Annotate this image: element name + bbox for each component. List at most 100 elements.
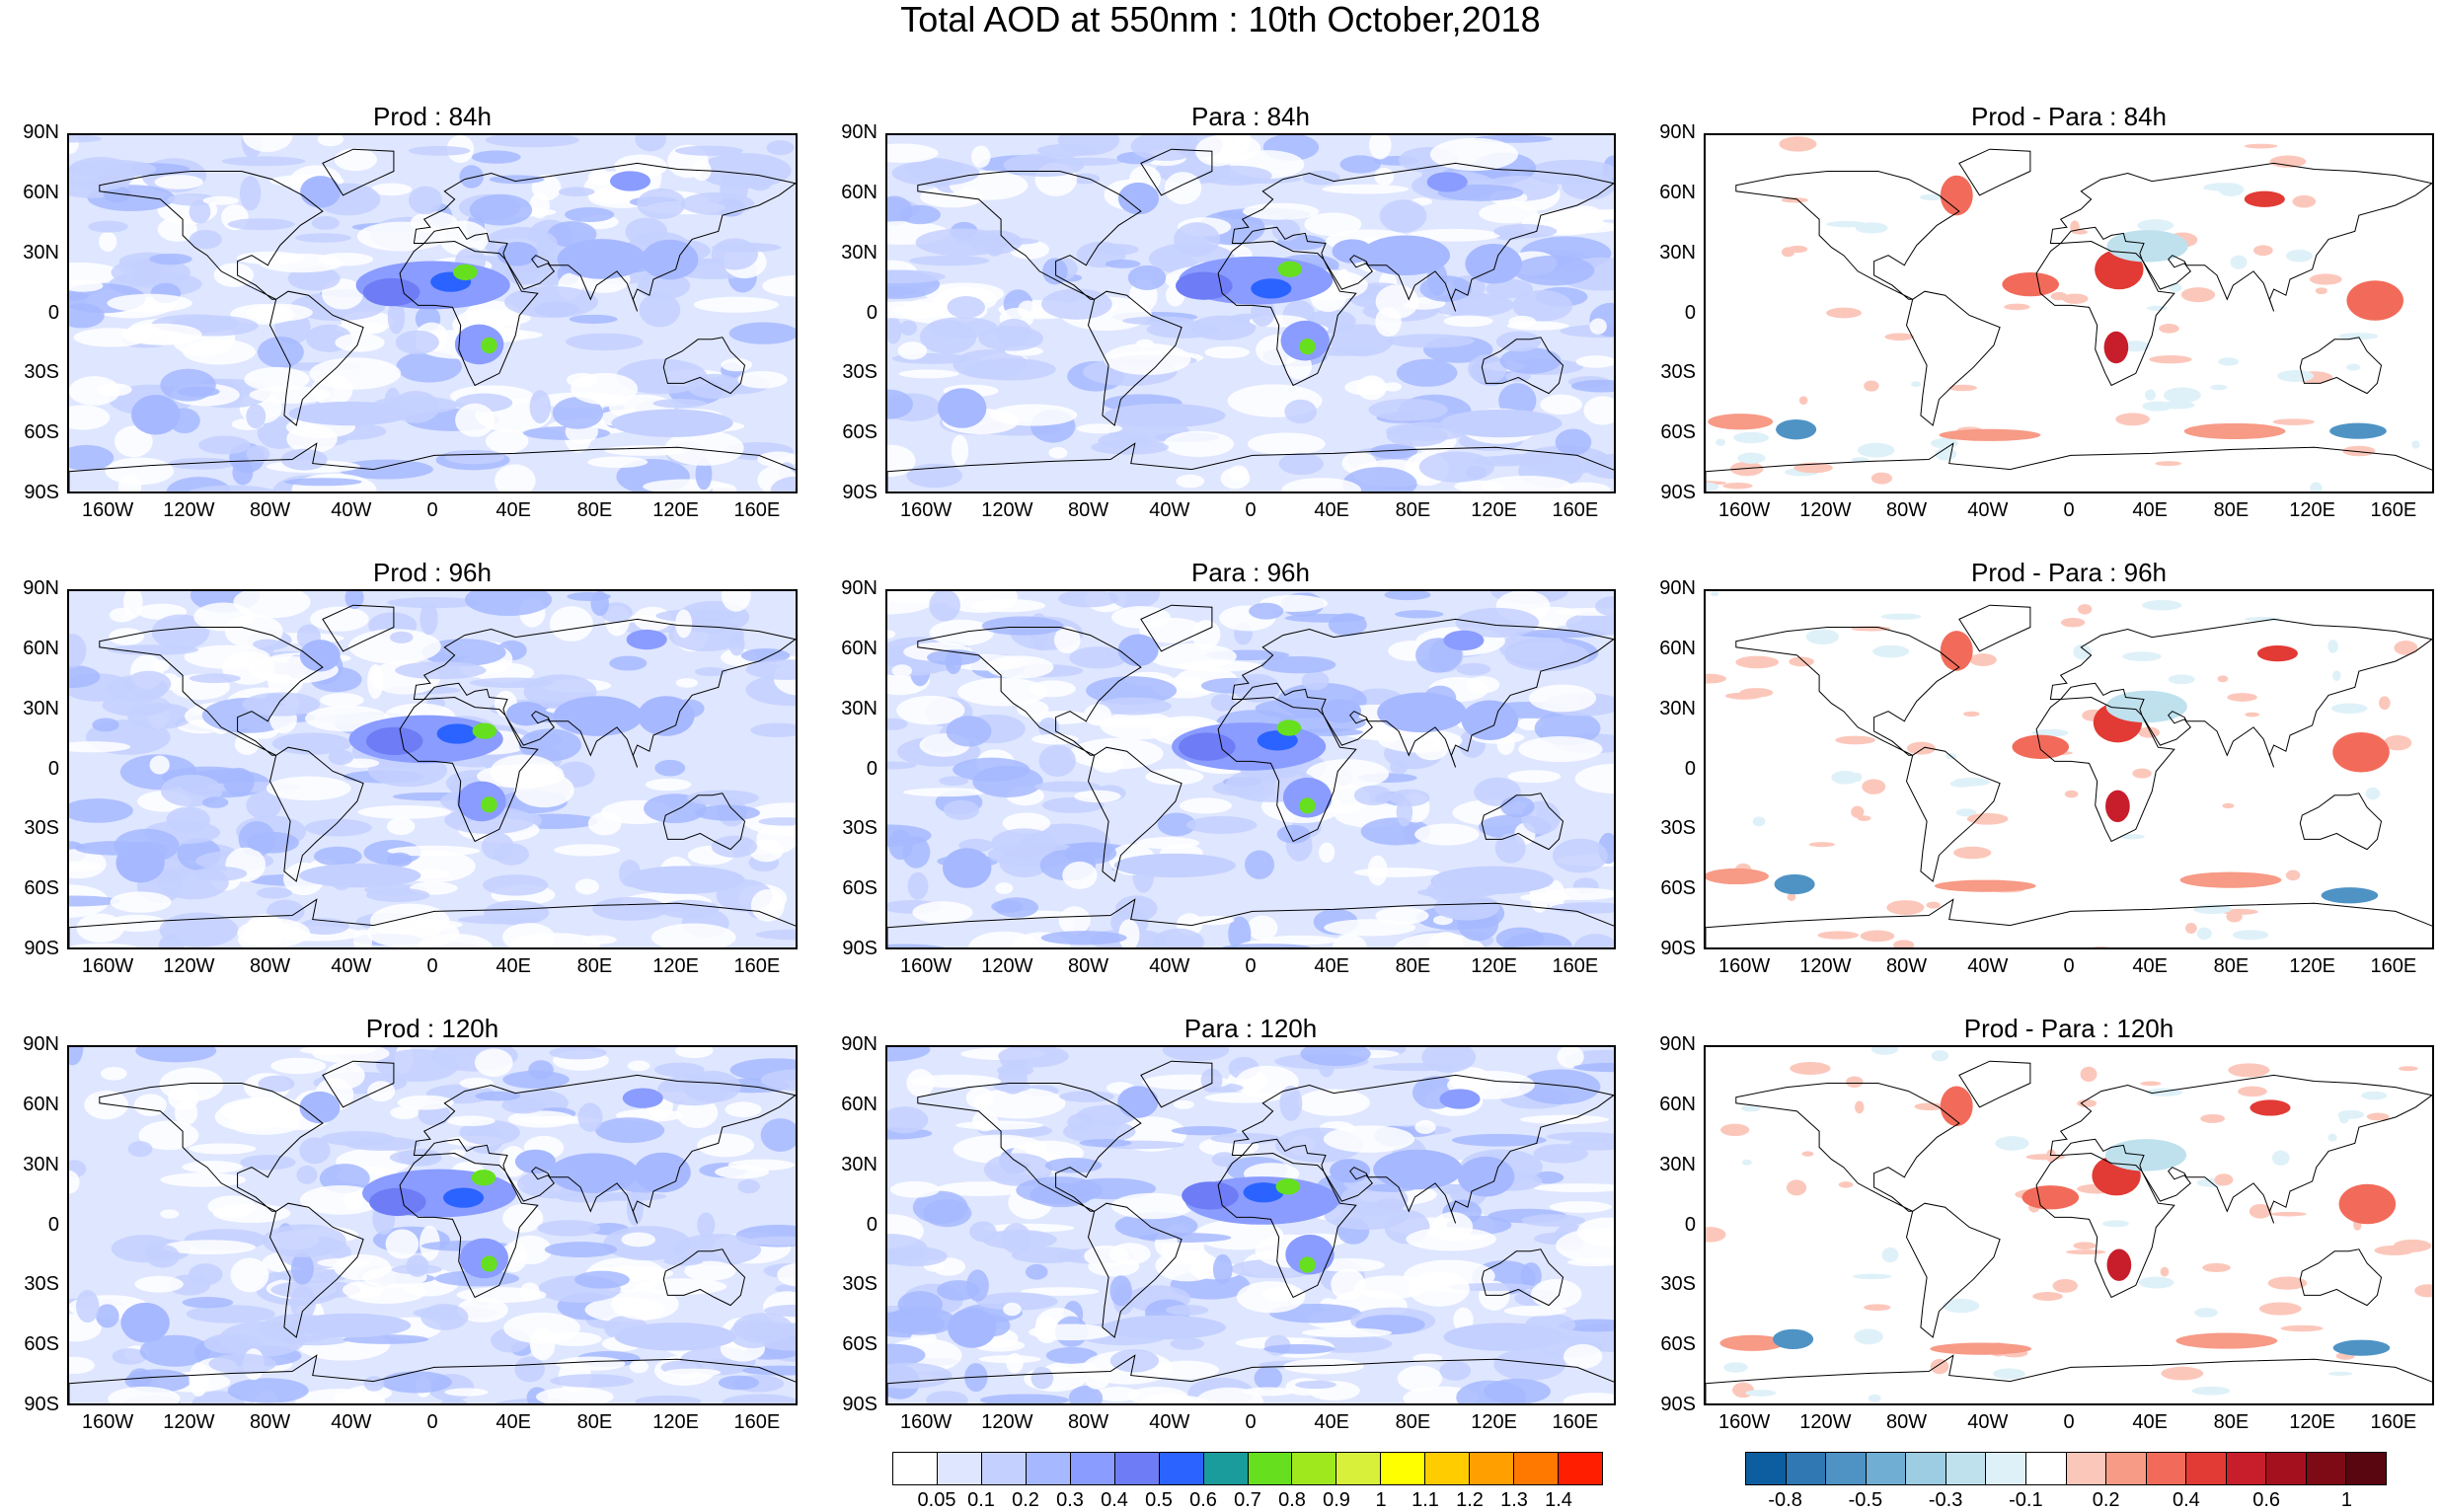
aerosol-plume [1104, 403, 1226, 428]
aod-field-cell [1563, 1393, 1614, 1403]
aod-field-cell [1162, 1047, 1230, 1062]
aod-field-cell [1496, 733, 1515, 755]
difference-field-cell [1872, 644, 1910, 658]
latitude-label: 30N [1659, 1153, 1696, 1175]
aod-field-cell [88, 220, 128, 233]
aod-field-cell [198, 435, 252, 455]
difference-field-cell [2366, 1112, 2390, 1121]
aod-field-cell [1105, 260, 1141, 268]
difference-plume [2106, 1248, 2132, 1281]
coastline [1706, 442, 2432, 491]
aod-field-cell [991, 828, 1057, 859]
aod-field-cell [975, 1292, 1058, 1311]
aod-field-cell [1519, 1114, 1610, 1125]
longitude-label: 0 [1245, 955, 1257, 977]
aod-field-cell [1494, 833, 1526, 864]
latitude-label: 60N [841, 637, 877, 659]
aod-field-cell [387, 845, 481, 857]
difference-field-cell [2142, 401, 2173, 412]
aod-field-cell [1533, 1144, 1588, 1164]
aod-field-cell [125, 670, 172, 698]
aod-field-cell [1574, 763, 1614, 794]
aod-field-cell [69, 895, 121, 907]
aod-field-cell [1367, 855, 1388, 886]
aod-field-cell [1271, 219, 1301, 242]
aod-field-cell [69, 798, 133, 823]
aod-field-cell [1386, 334, 1475, 348]
longitude-label: 80E [2213, 955, 2250, 977]
aod-field-cell [1468, 354, 1507, 384]
aod-field-cell [1353, 867, 1440, 877]
aod-field-cell [186, 1305, 275, 1323]
aod-field-cell [474, 662, 535, 683]
aod-field-cell [189, 1362, 209, 1398]
aod-field-cell [99, 231, 117, 253]
aod-field-cell [503, 1312, 580, 1344]
aod-field-cell [1594, 596, 1614, 617]
aod-field-cell [381, 1371, 452, 1394]
aod-field-cell [912, 901, 973, 924]
difference-field-cell [1931, 1050, 1949, 1062]
difference-field-cell [2119, 834, 2145, 840]
aod-field-cell [1204, 345, 1251, 359]
difference-field-cell [2267, 1276, 2308, 1290]
aod-field-cell [1339, 155, 1381, 174]
aod-field-cell [69, 1356, 95, 1375]
difference-field-cell [1930, 1358, 1949, 1375]
aod-field-cell [610, 1288, 679, 1321]
aod-field-cell [718, 1375, 760, 1391]
aod-field-cell [1045, 1346, 1098, 1364]
colorbar-swatch [1826, 1453, 1867, 1484]
longitude-label: 120E [1471, 955, 1518, 977]
aod-field-cell [1260, 656, 1336, 674]
aod-field-cell [1389, 789, 1430, 807]
aod-field-cell [684, 1260, 736, 1281]
aod-field-cell [1042, 258, 1068, 285]
aod-field-cell [1429, 137, 1519, 172]
colorbar-label: 0.2 [2092, 1489, 2120, 1511]
longitude-label: 40E [496, 1411, 532, 1433]
aod-field-cell [514, 1356, 546, 1383]
longitude-label: 120E [2289, 955, 2336, 977]
aod-field-cell [1397, 1365, 1443, 1393]
aod-field-cell [898, 369, 959, 379]
aod-field-cell [1434, 893, 1500, 921]
aod-field-cell [1559, 482, 1611, 491]
aod-field-cell [1164, 172, 1202, 204]
aod-field-cell [758, 817, 796, 826]
aod-field-cell [160, 1172, 247, 1187]
coastline [662, 793, 746, 851]
aod-field-cell [127, 1141, 153, 1158]
aod-field-cell [943, 799, 980, 820]
longitude-label: 40W [1967, 499, 2009, 521]
coastline [2049, 1074, 2432, 1224]
aod-field-cell [370, 183, 413, 196]
aod-field-cell [270, 1057, 327, 1075]
difference-field-cell [1737, 452, 1766, 464]
aod-field-cell [750, 722, 796, 738]
aod-field-cell [1281, 478, 1361, 491]
colorbar-swatch [1292, 1453, 1337, 1484]
aod-field-cell [239, 176, 262, 211]
aod-field-cell [604, 445, 687, 456]
aod-field-cell [290, 1252, 314, 1285]
difference-field-cell [2327, 640, 2338, 653]
aod-field-cell [202, 796, 229, 808]
aod-field-cell [951, 434, 969, 467]
longitude-label: 40W [1149, 499, 1190, 521]
coastline [99, 171, 324, 300]
longitude-label: 120W [981, 1411, 1033, 1433]
aerosol-plume [638, 696, 695, 736]
colorbar-label: 1 [1375, 1489, 1387, 1511]
latitude-label: 90S [1660, 1394, 1696, 1415]
aod-field-cell [728, 322, 796, 344]
panel-title: Prod - Para : 84h [1971, 102, 2167, 131]
longitude-label: 80W [1885, 955, 1928, 977]
aod-field-cell [755, 929, 796, 941]
difference-field-cell [2393, 1239, 2432, 1252]
aerosol-plume [1440, 409, 1563, 438]
aod-field-cell [1053, 626, 1081, 654]
aod-field-cell [727, 1159, 796, 1172]
coastline [662, 1248, 746, 1307]
aod-field-cell [1242, 1387, 1295, 1397]
